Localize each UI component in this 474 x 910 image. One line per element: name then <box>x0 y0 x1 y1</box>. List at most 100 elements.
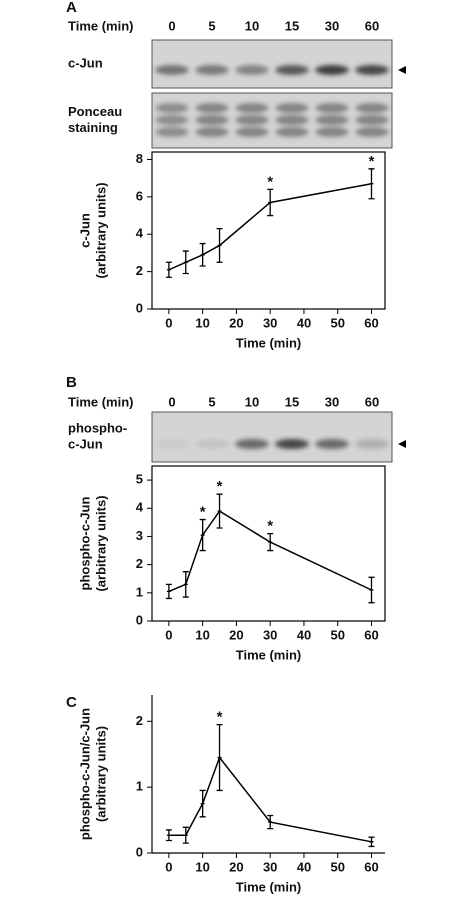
blot-band <box>195 115 229 125</box>
blot-band <box>315 439 349 449</box>
lane-label: 5 <box>208 394 215 409</box>
arrowhead <box>398 440 406 448</box>
error-bar <box>199 789 206 818</box>
blot-band <box>315 65 349 75</box>
lane-label: 60 <box>365 394 379 409</box>
blot <box>151 92 393 149</box>
x-axis-title: Time (min) <box>236 647 302 662</box>
blot-band <box>235 65 269 75</box>
y-axis-title: phospho-c-Jun/c-Jun <box>77 708 92 840</box>
x-tick-label: 10 <box>195 627 209 642</box>
significance-marker: * <box>217 478 223 495</box>
y-axis-title: phospho-c-Jun <box>77 497 92 591</box>
y-tick-label: 1 <box>136 779 143 794</box>
blot-band <box>195 439 229 449</box>
y-axis-title: (arbitrary units) <box>93 182 108 278</box>
lane-label: 10 <box>245 18 259 33</box>
blot-band <box>275 103 309 113</box>
x-tick-label: 60 <box>364 627 378 642</box>
data-line <box>168 510 372 593</box>
y-tick-label: 4 <box>136 500 144 515</box>
x-tick-label: 40 <box>297 627 311 642</box>
blot-label: phospho- <box>68 420 127 435</box>
arrowhead <box>398 66 406 74</box>
y-tick-label: 6 <box>136 188 143 203</box>
error-bar <box>165 583 172 600</box>
error-bar <box>368 836 375 848</box>
panel-label: B <box>66 374 77 391</box>
lane-label: 10 <box>245 394 259 409</box>
y-axis-title: (arbitrary units) <box>93 726 108 822</box>
blot-band <box>155 65 189 75</box>
blot-band <box>315 127 349 137</box>
lane-label: 5 <box>208 18 215 33</box>
error-bar <box>368 168 375 200</box>
x-tick-label: 20 <box>229 627 243 642</box>
y-tick-label: 2 <box>136 556 143 571</box>
panel-label: C <box>66 694 77 711</box>
blot-band <box>155 127 189 137</box>
error-bar <box>182 826 189 844</box>
y-tick-label: 2 <box>136 263 143 278</box>
error-bar <box>216 227 223 263</box>
blot-band <box>235 115 269 125</box>
blot-label: c-Jun <box>68 436 103 451</box>
x-tick-label: 50 <box>330 859 344 874</box>
error-bar <box>216 723 223 792</box>
y-tick-label: 8 <box>136 151 143 166</box>
time-label: Time (min) <box>68 394 134 409</box>
blot-band <box>275 127 309 137</box>
x-tick-label: 40 <box>297 315 311 330</box>
blot-band <box>275 439 309 449</box>
error-bar <box>368 576 375 604</box>
lane-label: 15 <box>285 394 299 409</box>
y-tick-label: 2 <box>136 713 143 728</box>
blot-band <box>315 115 349 125</box>
y-tick-label: 0 <box>136 612 143 627</box>
blot-band <box>155 439 189 449</box>
error-bar <box>199 518 206 552</box>
lane-label: 60 <box>365 18 379 33</box>
lane-label: 30 <box>325 18 339 33</box>
x-tick-label: 30 <box>263 859 277 874</box>
x-tick-label: 40 <box>297 859 311 874</box>
blot-band <box>275 65 309 75</box>
error-bar <box>267 814 274 830</box>
blot-band <box>195 65 229 75</box>
plot-frame <box>151 151 386 310</box>
blot-band <box>355 439 389 449</box>
y-tick-label: 5 <box>136 472 143 487</box>
blot-band <box>355 65 389 75</box>
blot-band <box>155 103 189 113</box>
plot-frame <box>151 465 386 622</box>
blot-band <box>355 115 389 125</box>
x-tick-label: 10 <box>195 859 209 874</box>
x-tick-label: 0 <box>165 315 172 330</box>
x-axis-title: Time (min) <box>236 335 302 350</box>
blot <box>151 411 393 463</box>
blot-band <box>275 115 309 125</box>
blot-band <box>315 103 349 113</box>
data-line <box>168 183 372 271</box>
y-axis-title: c-Jun <box>77 213 92 248</box>
time-label: Time (min) <box>68 18 134 33</box>
error-bar <box>199 242 206 267</box>
x-tick-label: 50 <box>330 315 344 330</box>
x-tick-label: 0 <box>165 859 172 874</box>
x-tick-label: 50 <box>330 627 344 642</box>
error-bar <box>182 571 189 598</box>
error-bar <box>182 250 189 275</box>
error-bar <box>216 493 223 529</box>
y-tick-label: 1 <box>136 584 143 599</box>
lane-label: 0 <box>168 394 175 409</box>
significance-marker: * <box>369 153 375 170</box>
lane-label: 30 <box>325 394 339 409</box>
blot-band <box>235 127 269 137</box>
blot-band <box>195 127 229 137</box>
data-line <box>168 756 372 843</box>
blot-band <box>235 103 269 113</box>
y-axis-title: (arbitrary units) <box>93 495 108 591</box>
y-tick-label: 0 <box>136 300 143 315</box>
y-tick-label: 3 <box>136 528 143 543</box>
